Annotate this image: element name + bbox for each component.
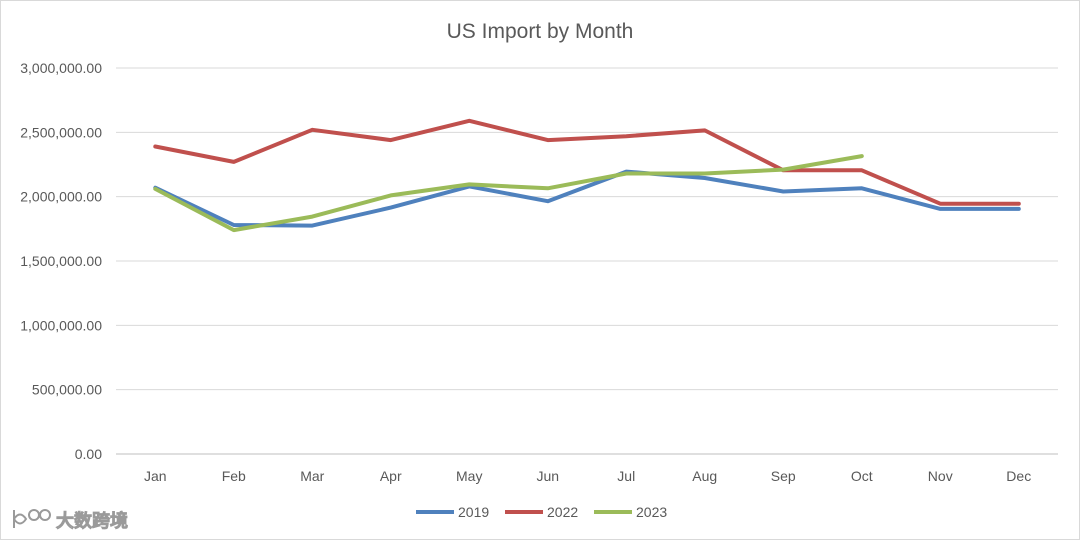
series-lines [153, 118, 1021, 233]
gridlines [116, 67, 1058, 455]
series-line-2023 [153, 154, 864, 233]
y-tick-label: 2,500,000.00 [20, 124, 102, 140]
x-tick-label: Jan [144, 468, 167, 484]
x-tick-label: Oct [851, 468, 873, 484]
y-tick-label: 1,500,000.00 [20, 253, 102, 269]
x-axis-ticks: Jan Feb Mar Apr May Jun Jul Aug Sep Oct Nov Dec [144, 468, 1031, 484]
y-axis-ticks: 0.00 500,000.00 1,000,000.00 1,500,000.00 2,… [20, 60, 102, 462]
y-tick-label: 2,000,000.00 [20, 189, 102, 205]
legend-label-2022: 2022 [547, 504, 578, 520]
x-tick-label: Dec [1006, 468, 1031, 484]
legend: 2019 2022 2023 [416, 504, 667, 520]
x-tick-label: Mar [300, 468, 324, 484]
legend-label-2023: 2023 [636, 504, 667, 520]
logo-icon [13, 509, 51, 528]
chart-title: US Import by Month [447, 20, 634, 43]
y-tick-label: 1,000,000.00 [20, 317, 102, 333]
x-tick-label: Jun [536, 468, 559, 484]
watermark: 大数跨境 [13, 509, 128, 532]
series-line-2022 [153, 118, 1021, 206]
watermark-text: 大数跨境 [56, 510, 128, 532]
y-tick-label: 3,000,000.00 [20, 60, 102, 76]
x-tick-label: Aug [692, 468, 717, 484]
x-tick-label: Jul [617, 468, 635, 484]
x-tick-label: Feb [222, 468, 246, 484]
series-line-2019 [153, 169, 1021, 228]
x-tick-label: May [456, 468, 482, 484]
y-tick-label: 500,000.00 [32, 382, 102, 398]
x-tick-label: Sep [771, 468, 796, 484]
y-tick-label: 0.00 [75, 446, 102, 462]
legend-label-2019: 2019 [458, 504, 489, 520]
x-tick-label: Apr [380, 468, 402, 484]
x-tick-label: Nov [928, 468, 953, 484]
